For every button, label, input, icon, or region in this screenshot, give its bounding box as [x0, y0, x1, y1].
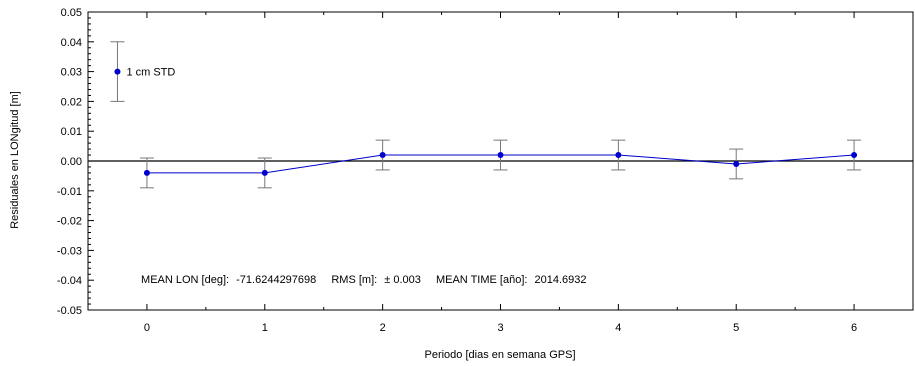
- y-tick-label: 0.04: [61, 37, 82, 49]
- y-tick-label: -0.01: [57, 186, 82, 198]
- mean-lon-label: MEAN LON [deg]:: [141, 274, 229, 286]
- y-tick-label: -0.03: [57, 245, 82, 257]
- x-tick-label: 5: [733, 322, 739, 334]
- y-tick-label: 0.02: [61, 96, 82, 108]
- y-tick-label: 0.00: [61, 156, 82, 168]
- data-point: [733, 160, 740, 167]
- x-axis: 0 1 2 3 4 5 6: [87, 12, 914, 334]
- mean-time-label: MEAN TIME [año]:: [436, 274, 528, 286]
- rms-value: ± 0.003: [384, 274, 421, 286]
- y-tick-label: -0.02: [57, 216, 82, 228]
- x-tick-label: 6: [851, 322, 857, 334]
- data-point: [261, 169, 268, 176]
- data-point: [379, 152, 386, 159]
- y-tick-label: 0.05: [61, 7, 82, 19]
- y-tick-label: 0.01: [61, 126, 82, 138]
- y-tick-label: 0.03: [61, 67, 82, 79]
- x-axis-label: Periodo [dias en semana GPS]: [424, 349, 575, 361]
- x-tick-label: 3: [497, 322, 503, 334]
- x-tick-label: 2: [380, 322, 386, 334]
- y-axis-label: Residuales en LONgitud [m]: [9, 91, 21, 229]
- y-axis: 0.05 0.04 0.03 0.02 0.01 0.00 -0.01 -0.02 -0.03 -…: [57, 7, 94, 317]
- data-point: [143, 169, 150, 176]
- data-point: [615, 152, 622, 159]
- y-tick-label: -0.04: [57, 275, 82, 287]
- x-tick-label: 1: [262, 322, 268, 334]
- x-tick-label: 4: [615, 322, 621, 334]
- stats-annotation: MEAN LON [deg]: -71.6244297698 RMS [m]: …: [141, 274, 586, 286]
- rms-label: RMS [m]:: [331, 274, 377, 286]
- x-tick-label: 0: [144, 322, 150, 334]
- data-layer: [139, 139, 862, 189]
- data-point: [497, 152, 504, 159]
- mean-lon-value: -71.6244297698: [236, 274, 316, 286]
- legend-marker: [114, 68, 121, 75]
- mean-time-value: 2014.6932: [535, 274, 587, 286]
- legend-label: 1 cm STD: [126, 67, 175, 79]
- legend: 1 cm STD: [110, 41, 175, 102]
- data-point: [851, 152, 858, 159]
- y-tick-label: -0.05: [57, 305, 82, 317]
